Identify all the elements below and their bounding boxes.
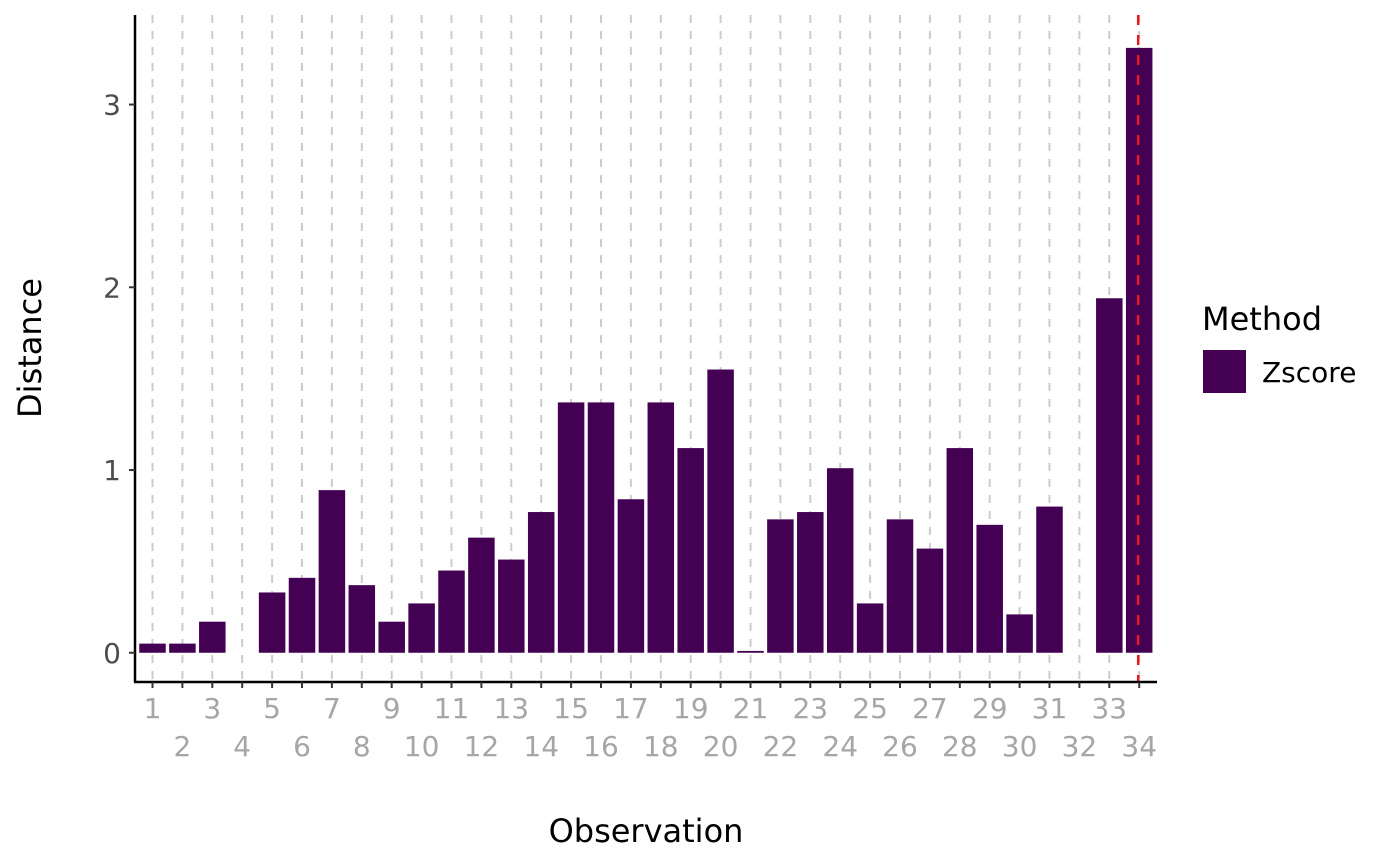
- bar-10: [408, 603, 435, 653]
- bars: [139, 47, 1153, 653]
- x-tick-label-21: 21: [733, 692, 769, 725]
- legend: Method Zscore: [1202, 300, 1356, 393]
- bar-29: [976, 524, 1003, 653]
- bar-22: [767, 519, 794, 653]
- bar-2: [169, 643, 196, 653]
- bar-15: [557, 402, 585, 653]
- bar-20: [707, 369, 734, 653]
- x-tick-label-13: 13: [493, 692, 529, 725]
- y-tick-label-3: 3: [103, 89, 121, 122]
- bar-30: [1006, 614, 1033, 653]
- x-tick-label-32: 32: [1062, 730, 1098, 763]
- bar-5: [258, 592, 286, 653]
- bar-7: [318, 490, 346, 653]
- legend-title: Method: [1202, 300, 1322, 338]
- x-tick-label-26: 26: [882, 730, 918, 763]
- x-axis-title: Observation: [549, 812, 744, 850]
- x-tick-label-17: 17: [613, 692, 649, 725]
- y-tick-label-0: 0: [103, 637, 121, 670]
- bar-31: [1036, 506, 1063, 653]
- x-tick-label-27: 27: [912, 692, 948, 725]
- bar-28: [946, 448, 974, 653]
- x-tick-labels: 1234567891011121314151617181920212223242…: [144, 682, 1157, 763]
- x-tick-label-19: 19: [673, 692, 709, 725]
- bar-24: [826, 468, 854, 653]
- x-tick-label-6: 6: [293, 730, 311, 763]
- bar-12: [468, 537, 495, 653]
- bar-33: [1096, 298, 1123, 653]
- x-tick-label-7: 7: [323, 692, 341, 725]
- x-tick-label-2: 2: [173, 730, 191, 763]
- bar-11: [438, 570, 465, 653]
- bar-25: [856, 603, 884, 653]
- x-tick-label-23: 23: [792, 692, 828, 725]
- y-tick-label-2: 2: [103, 271, 121, 304]
- bar-9: [378, 621, 405, 653]
- bar-14: [527, 512, 555, 653]
- bar-8: [348, 585, 376, 653]
- bar-34: [1125, 47, 1153, 653]
- bar-13: [498, 559, 525, 653]
- bar-6: [288, 577, 316, 653]
- x-tick-label-29: 29: [972, 692, 1008, 725]
- bar-26: [886, 519, 914, 653]
- bar-1: [139, 643, 166, 653]
- x-tick-label-15: 15: [553, 692, 589, 725]
- y-tick-labels: 0 1 2 3: [103, 89, 135, 670]
- y-axis-title: Distance: [11, 278, 49, 418]
- x-tick-label-34: 34: [1121, 730, 1157, 763]
- x-tick-label-33: 33: [1091, 692, 1127, 725]
- x-tick-label-9: 9: [383, 692, 401, 725]
- bar-21: [737, 650, 764, 653]
- x-tick-label-8: 8: [353, 730, 371, 763]
- x-tick-label-12: 12: [464, 730, 500, 763]
- x-tick-label-10: 10: [404, 730, 440, 763]
- bar-17: [617, 499, 645, 653]
- bar-18: [647, 402, 675, 653]
- y-tick-label-1: 1: [103, 454, 121, 487]
- x-tick-label-25: 25: [852, 692, 888, 725]
- x-tick-label-11: 11: [434, 692, 470, 725]
- x-tick-label-24: 24: [822, 730, 858, 763]
- bar-3: [199, 621, 226, 653]
- x-tick-label-5: 5: [263, 692, 281, 725]
- x-tick-label-16: 16: [583, 730, 619, 763]
- x-tick-label-1: 1: [144, 692, 162, 725]
- bar-27: [916, 548, 944, 653]
- x-tick-label-31: 31: [1032, 692, 1068, 725]
- x-tick-label-30: 30: [1002, 730, 1038, 763]
- x-tick-label-3: 3: [203, 692, 221, 725]
- x-tick-label-20: 20: [703, 730, 739, 763]
- x-tick-label-28: 28: [942, 730, 978, 763]
- axes: [133, 15, 1157, 684]
- legend-label-zscore: Zscore: [1262, 356, 1356, 389]
- bar-23: [797, 512, 824, 653]
- x-tick-label-18: 18: [643, 730, 679, 763]
- x-tick-label-14: 14: [523, 730, 559, 763]
- bar-16: [587, 402, 615, 653]
- bar-19: [677, 448, 704, 653]
- legend-key-zscore: [1203, 350, 1246, 393]
- x-tick-label-22: 22: [763, 730, 799, 763]
- x-tick-label-4: 4: [233, 730, 251, 763]
